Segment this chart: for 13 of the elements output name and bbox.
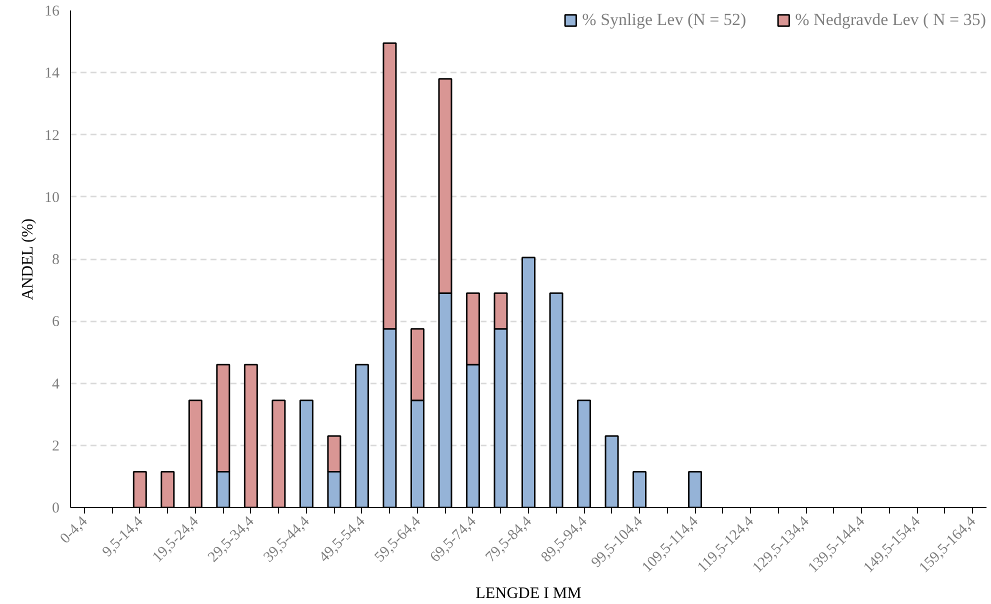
y-tick-label: 4: [52, 376, 60, 392]
y-tick-label: 2: [52, 438, 60, 454]
y-tick-label: 6: [52, 314, 60, 330]
legend-label: % Synlige Lev (N = 52): [582, 10, 746, 30]
y-tick-label: 12: [44, 128, 60, 144]
y-tick-label: 14: [44, 66, 60, 82]
x-axis-title: LENGDE I MM: [476, 584, 582, 602]
legend-label: % Nedgravde Lev ( N = 35): [795, 10, 986, 30]
y-tick-label: 10: [44, 190, 60, 206]
y-tick-label: 16: [44, 4, 60, 20]
y-tick-label: 8: [52, 252, 60, 268]
y-axis-title: ANDEL (%): [20, 218, 36, 300]
y-tick-label: 0: [52, 500, 60, 516]
